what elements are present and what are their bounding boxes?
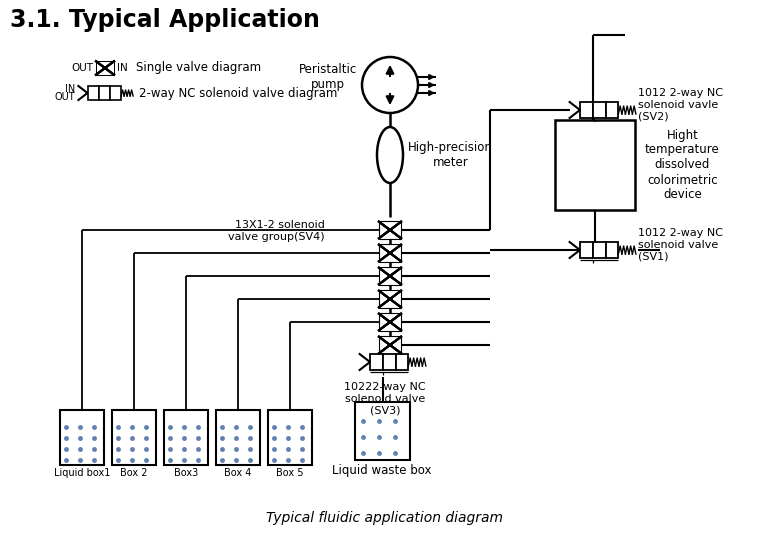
Bar [96,61,114,75]
Text: Peristaltic
pump: Peristaltic pump [299,63,357,91]
Bar [99,86,110,100]
Bar [580,242,593,258]
Text: 1012 2-way NC
solenoid vavle
(SV2): 1012 2-way NC solenoid vavle (SV2) [638,89,723,122]
Bar [164,410,208,465]
Bar [88,86,99,100]
Bar [593,102,606,118]
Bar [114,416,154,463]
Text: Hight
temperature
dissolved
colorimetric
device: Hight temperature dissolved colorimetric… [645,129,720,201]
Bar [396,354,409,370]
Bar [580,102,593,118]
Text: OUT: OUT [55,92,75,102]
Text: 13X1-2 solenoid
valve group(SV4): 13X1-2 solenoid valve group(SV4) [228,220,325,241]
Text: High-precision
meter: High-precision meter [408,141,493,169]
Text: IN: IN [117,63,127,73]
Bar [379,267,401,285]
Text: 10222-way NC
solenoid valve
(SV3): 10222-way NC solenoid valve (SV3) [344,382,425,415]
Text: Typical fluidic application diagram: Typical fluidic application diagram [266,511,502,525]
Bar [112,410,156,465]
Bar [379,290,401,308]
Text: Box 5: Box 5 [276,468,304,478]
Bar [218,416,258,463]
Bar [382,354,396,370]
Bar [268,410,312,465]
Text: OUT: OUT [71,63,93,73]
Text: Box3: Box3 [174,468,198,478]
Bar [355,402,410,460]
Text: 1012 2-way NC
solenoid valve
(SV1): 1012 2-way NC solenoid valve (SV1) [638,228,723,261]
Text: Single valve diagram: Single valve diagram [136,62,261,75]
Bar [60,410,104,465]
Text: Box 4: Box 4 [224,468,252,478]
Ellipse shape [377,127,403,183]
Bar [379,244,401,262]
Bar [379,221,401,239]
Bar [606,242,618,258]
Text: Liquid box1: Liquid box1 [54,468,110,478]
Text: Liquid waste box: Liquid waste box [333,464,432,477]
Bar [62,416,102,463]
Bar [110,86,121,100]
Text: IN: IN [65,84,75,94]
Bar [555,120,635,210]
Bar [270,416,310,463]
Bar [357,408,408,458]
Bar [216,410,260,465]
Bar [379,336,401,354]
Bar [166,416,206,463]
Text: Box 2: Box 2 [121,468,147,478]
Text: 3.1. Typical Application: 3.1. Typical Application [10,8,320,32]
Bar [593,242,606,258]
Text: 2-way NC solenoid valve diagram: 2-way NC solenoid valve diagram [139,86,337,99]
Bar [370,354,382,370]
Bar [379,313,401,331]
Bar [606,102,618,118]
